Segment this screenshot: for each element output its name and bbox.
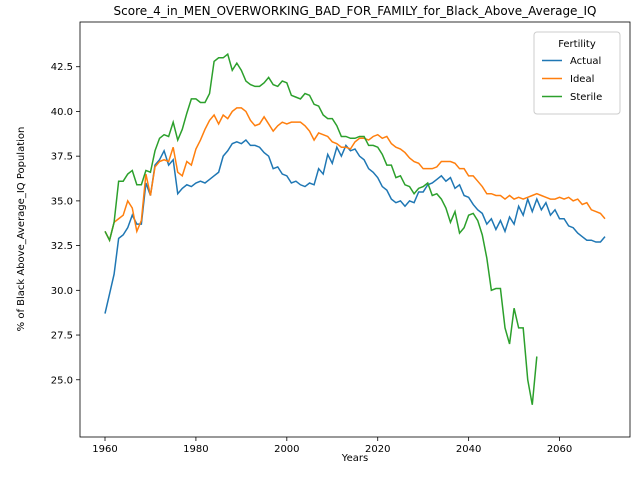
legend-box — [533, 31, 621, 115]
y-axis-label: % of Black Above_Average_IQ Population — [16, 127, 27, 332]
legend-label: Actual — [570, 56, 601, 67]
y-tick-label: 40.0 — [51, 107, 73, 118]
series-line — [104, 52, 538, 405]
x-tick-label: 2020 — [365, 444, 390, 455]
x-tick-label: 1960 — [92, 444, 117, 455]
y-tick-label: 32.5 — [51, 241, 73, 252]
x-tick-label: 1980 — [183, 444, 208, 455]
x-tick-label: 2000 — [274, 444, 299, 455]
legend-label: Sterile — [570, 92, 602, 103]
y-tick-label: 27.5 — [51, 331, 73, 342]
y-tick-label: 30.0 — [51, 286, 73, 297]
y-tick-label: 37.5 — [51, 152, 73, 163]
legend: Fertility Actual Ideal Sterile — [533, 31, 621, 115]
legend-title: Fertility — [558, 39, 596, 50]
x-tick-label: 2060 — [547, 444, 572, 455]
y-tick-label: 35.0 — [51, 196, 73, 207]
y-tick-label: 42.5 — [51, 62, 73, 73]
series-line — [104, 139, 606, 314]
plot-frame — [79, 21, 631, 438]
x-tick-label: 2040 — [456, 444, 481, 455]
legend-label: Ideal — [570, 74, 594, 85]
x-axis-label: Years — [341, 453, 368, 464]
chart-title: Score_4_in_MEN_OVERWORKING_BAD_FOR_FAMIL… — [114, 4, 597, 18]
y-tick-label: 25.0 — [51, 375, 73, 386]
series-line — [104, 107, 606, 243]
